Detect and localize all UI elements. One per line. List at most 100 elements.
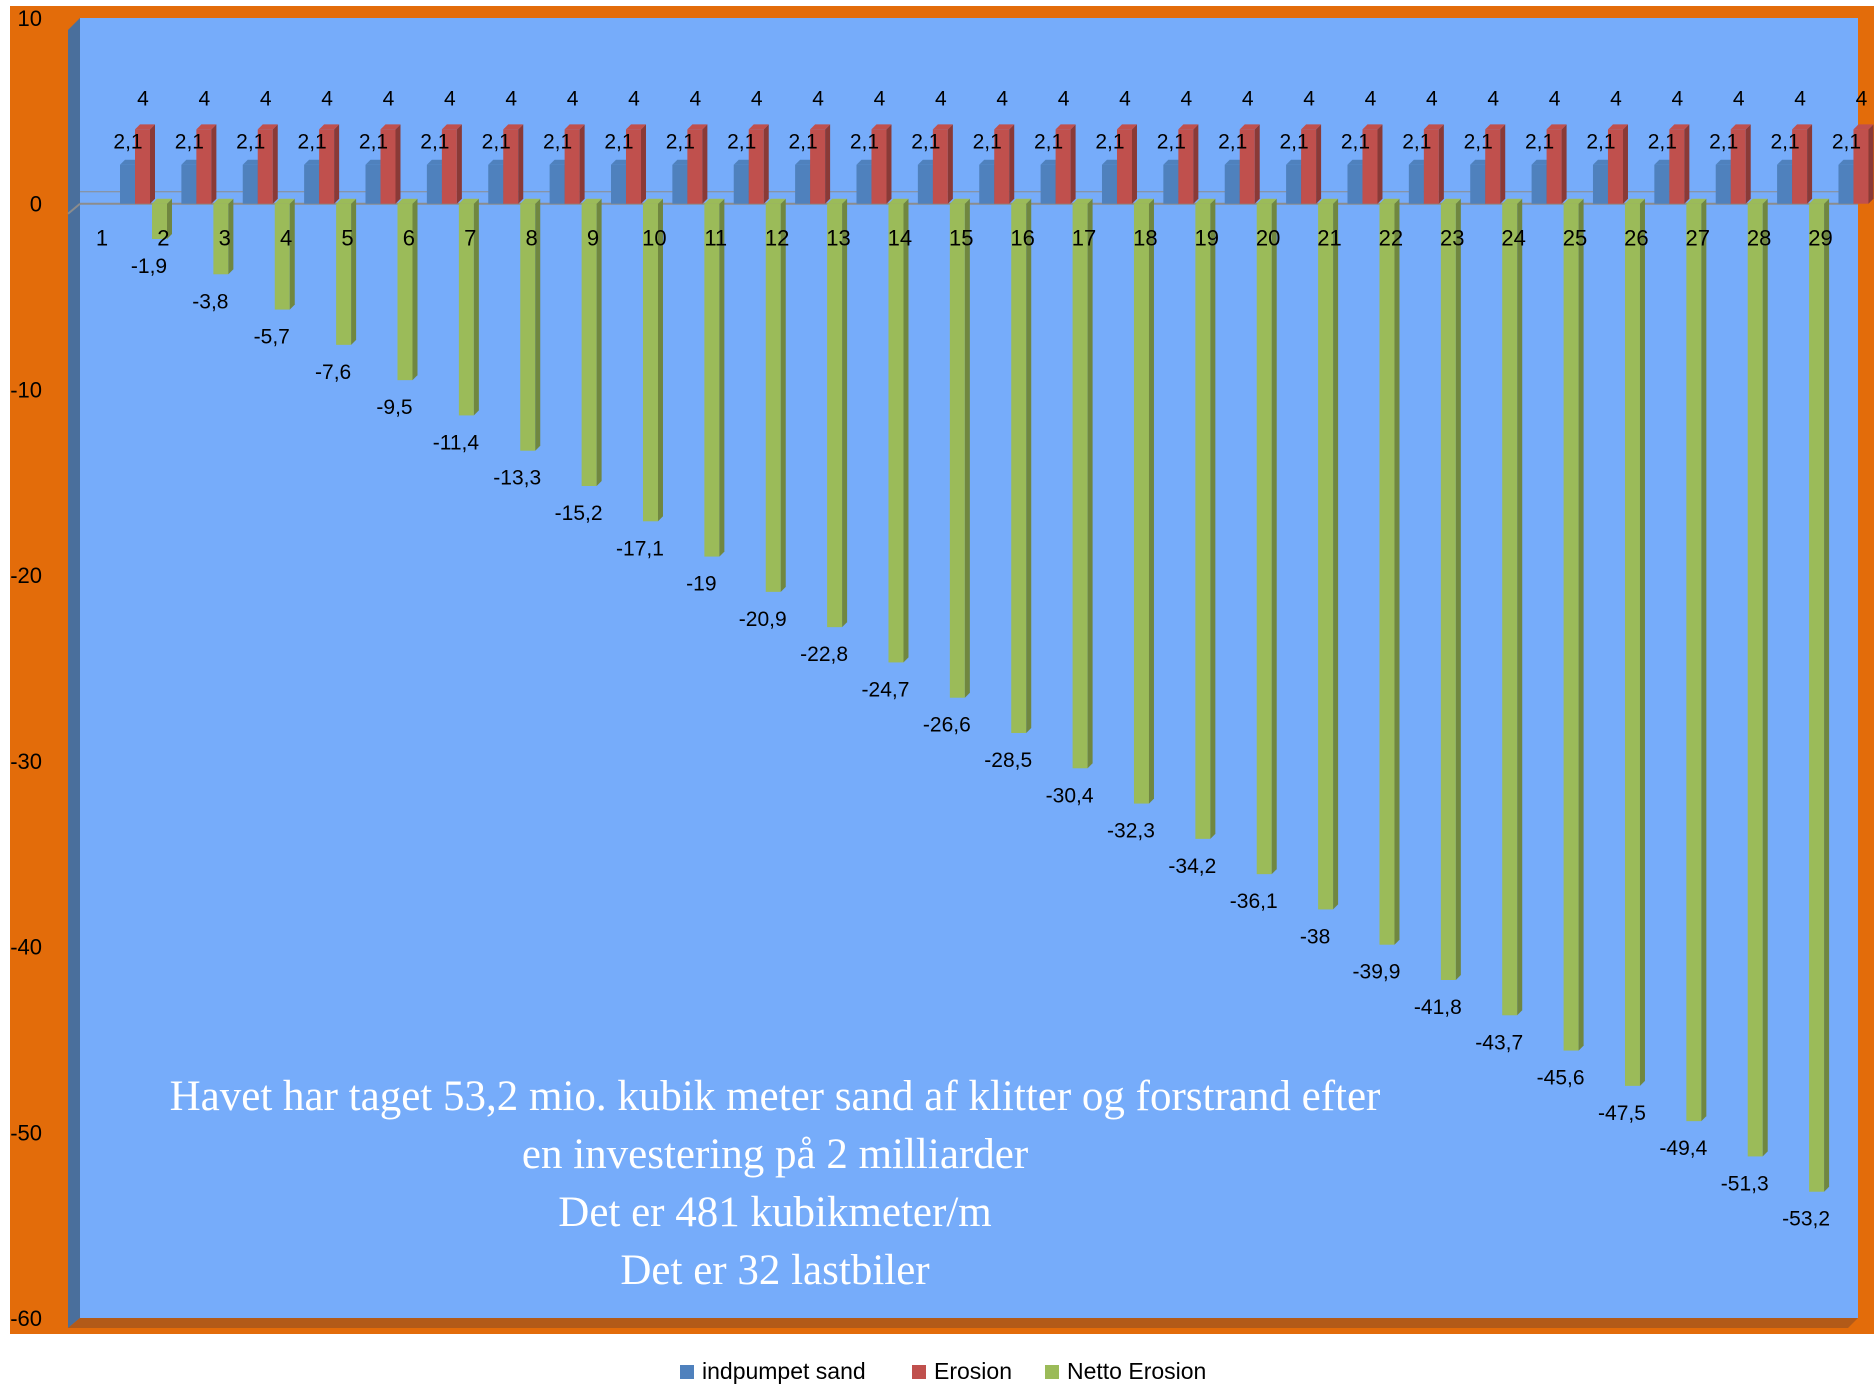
data-label-netto-erosion: -34,2 <box>1168 855 1216 878</box>
bar-erosion <box>871 124 892 204</box>
bar-erosion-side <box>702 124 708 204</box>
bar-netto-erosion <box>1011 198 1032 733</box>
bar-erosion-side <box>1131 124 1137 204</box>
bar-erosion-top <box>196 124 217 130</box>
data-label-netto-erosion: -17,1 <box>616 537 664 560</box>
bar-erosion-top <box>1853 124 1874 130</box>
bar-netto-erosion-face <box>704 203 720 557</box>
data-label-erosion: 4 <box>505 87 517 110</box>
data-label-netto-erosion: -39,9 <box>1353 961 1401 984</box>
data-label-indpumpet-sand: 2,1 <box>482 131 511 154</box>
bar-indpumpet-sand-face <box>181 164 197 204</box>
x-tick-label: 8 <box>525 226 537 251</box>
bar-netto-erosion-side <box>289 198 295 310</box>
data-label-netto-erosion: -53,2 <box>1782 1208 1830 1231</box>
bar-netto-erosion-face <box>213 203 229 275</box>
bar-erosion-side <box>272 124 278 204</box>
bar-erosion-face <box>1669 129 1685 204</box>
bar-indpumpet-sand-face <box>426 164 442 204</box>
x-tick-label: 10 <box>642 226 666 251</box>
bar-erosion-side <box>1622 124 1628 204</box>
bar-netto-erosion-face <box>1195 203 1211 839</box>
x-tick-label: 23 <box>1440 226 1464 251</box>
data-label-netto-erosion: -45,6 <box>1537 1067 1585 1090</box>
data-label-netto-erosion: -5,7 <box>254 326 290 349</box>
bar-erosion-face <box>625 129 641 204</box>
bar-netto-erosion-face <box>1379 203 1395 945</box>
bar-netto-erosion-side <box>228 198 234 275</box>
bar-netto-erosion <box>949 198 970 698</box>
data-label-netto-erosion: -7,6 <box>315 361 351 384</box>
bar-netto-erosion-top <box>1809 198 1830 204</box>
side-wall <box>68 18 80 1328</box>
bar-netto-erosion-face <box>949 203 965 698</box>
bar-indpumpet-sand-face <box>1715 164 1731 204</box>
bar-erosion-top <box>810 124 831 130</box>
bar-netto-erosion-face <box>1624 203 1640 1086</box>
bar-netto-erosion-side <box>535 198 541 451</box>
data-label-erosion: 4 <box>1733 87 1745 110</box>
data-label-netto-erosion: -43,7 <box>1475 1031 1523 1054</box>
data-label-erosion: 4 <box>935 87 947 110</box>
bar-erosion-face <box>1485 129 1501 204</box>
bar-indpumpet-sand-face <box>549 164 565 204</box>
bar-erosion-top <box>380 124 401 130</box>
data-label-indpumpet-sand: 2,1 <box>1525 131 1554 154</box>
x-tick-label: 13 <box>826 226 850 251</box>
bar-erosion <box>994 124 1015 204</box>
data-label-erosion: 4 <box>1303 87 1315 110</box>
data-label-indpumpet-sand: 2,1 <box>666 131 695 154</box>
bar-netto-erosion <box>827 198 848 628</box>
data-label-erosion: 4 <box>690 87 702 110</box>
data-label-netto-erosion: -20,9 <box>739 608 787 631</box>
data-label-netto-erosion: -47,5 <box>1598 1102 1646 1125</box>
bar-erosion <box>1792 124 1813 204</box>
bar-erosion-top <box>441 124 462 130</box>
bar-erosion-top <box>687 124 708 130</box>
x-tick-label: 20 <box>1256 226 1280 251</box>
x-tick-label: 19 <box>1194 226 1218 251</box>
bar-erosion-face <box>1607 129 1623 204</box>
bar-erosion-top <box>1362 124 1383 130</box>
data-label-erosion: 4 <box>874 87 886 110</box>
bar-netto-erosion-top <box>397 198 418 204</box>
bar-erosion-top <box>1239 124 1260 130</box>
bar-indpumpet-sand-face <box>733 164 749 204</box>
bar-erosion <box>1362 124 1383 204</box>
bar-netto-erosion-side <box>473 198 479 416</box>
x-tick-label: 22 <box>1379 226 1403 251</box>
bar-erosion-face <box>1423 129 1439 204</box>
legend-swatch <box>680 1365 694 1379</box>
bar-netto-erosion-side <box>903 198 909 663</box>
data-label-indpumpet-sand: 2,1 <box>1402 131 1431 154</box>
data-label-erosion: 4 <box>321 87 333 110</box>
bar-netto-erosion <box>336 198 357 345</box>
data-label-erosion: 4 <box>812 87 824 110</box>
bar-netto-erosion-top <box>765 198 786 204</box>
bar-erosion-top <box>1301 124 1322 130</box>
bar-netto-erosion-side <box>1762 198 1768 1157</box>
bar-erosion <box>1853 124 1874 204</box>
x-tick-label: 9 <box>587 226 599 251</box>
bar-erosion-top <box>1792 124 1813 130</box>
bar-erosion-face <box>687 129 703 204</box>
bar-indpumpet-sand-face <box>610 164 626 204</box>
y-tick-label: -50 <box>10 1120 42 1145</box>
bar-netto-erosion-top <box>336 198 357 204</box>
data-label-indpumpet-sand: 2,1 <box>420 131 449 154</box>
data-label-netto-erosion: -13,3 <box>493 467 541 490</box>
bar-netto-erosion <box>642 198 663 522</box>
bar-erosion-top <box>994 124 1015 130</box>
zero-line-edge <box>67 202 81 215</box>
bar-erosion-face <box>1730 129 1746 204</box>
bar-indpumpet-sand-face <box>1654 164 1670 204</box>
bar-netto-erosion-side <box>1824 198 1830 1192</box>
legend-swatch <box>912 1365 926 1379</box>
bar-indpumpet-sand-face <box>1531 164 1547 204</box>
bar-netto-erosion-side <box>1639 198 1645 1086</box>
bar-erosion <box>441 124 462 204</box>
annotation-line: en investering på 2 milliarder <box>521 1131 1029 1178</box>
x-tick-label: 15 <box>949 226 973 251</box>
bar-erosion <box>748 124 769 204</box>
bar-erosion-top <box>135 124 155 130</box>
